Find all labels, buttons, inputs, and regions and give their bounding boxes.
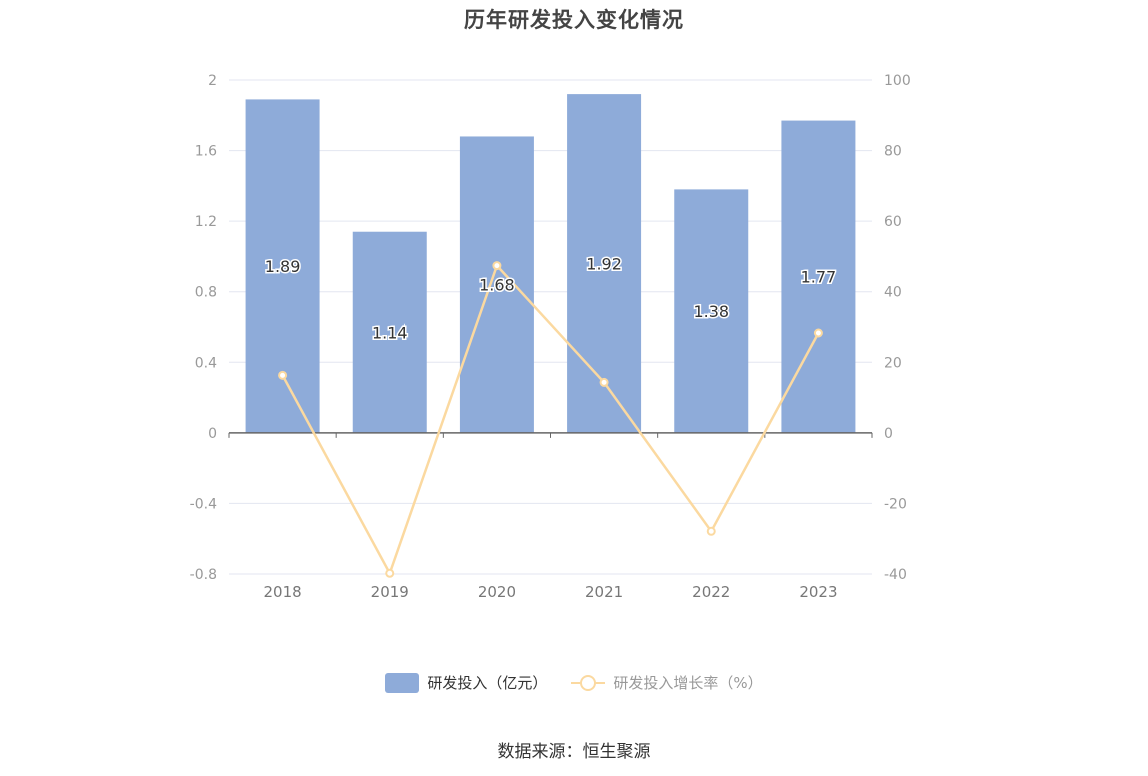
- bar: [352, 231, 427, 433]
- y-left-tick-label: 2: [208, 73, 217, 89]
- bar-data-label: 1.77: [801, 268, 837, 287]
- y-right-tick-label: 40: [884, 285, 902, 301]
- growth-rate-line: [281, 263, 820, 577]
- y-left-tick-label: -0.4: [190, 496, 217, 512]
- legend-label-growth-rate: 研发投入增长率（%）: [613, 674, 763, 692]
- bar-data-label: 1.14: [372, 323, 408, 342]
- x-tick-label: 2019: [371, 583, 409, 601]
- growth-rate-point: [813, 328, 823, 338]
- y-right-tick-label: 20: [884, 355, 902, 371]
- legend-bar-swatch-icon: [385, 672, 420, 693]
- chart-legend: 研发投入（亿元） 研发投入增长率（%）: [0, 672, 1148, 693]
- chart-title: 历年研发投入变化情况: [464, 8, 684, 32]
- growth-rate-point: [706, 526, 716, 536]
- bar: [567, 94, 642, 433]
- y-left-tick-label: 0.8: [195, 285, 217, 301]
- legend-item-rd-investment[interactable]: 研发投入（亿元）: [385, 672, 547, 693]
- y-left-tick-label: 0: [208, 426, 217, 442]
- bar: [674, 189, 749, 433]
- y-right-tick-label: -20: [884, 496, 907, 512]
- bar-data-label: 1.89: [265, 257, 301, 276]
- y-left-tick-label: 1.2: [195, 214, 217, 230]
- x-tick-label: 2023: [799, 583, 837, 601]
- x-tick-label: 2021: [585, 583, 623, 601]
- x-tick-label: 2020: [478, 583, 516, 601]
- y-right-tick-label: 0: [884, 426, 893, 442]
- legend-label-rd-investment: 研发投入（亿元）: [427, 674, 548, 692]
- growth-rate-point: [599, 377, 609, 387]
- growth-rate-point: [278, 370, 288, 380]
- bar-data-label: 1.92: [586, 254, 622, 273]
- legend-item-growth-rate[interactable]: 研发投入增长率（%）: [571, 672, 763, 693]
- bar-data-label: 1.68: [479, 276, 515, 295]
- growth-rate-point: [492, 261, 502, 271]
- x-tick-label: 2018: [263, 583, 301, 601]
- y-left-tick-label: 0.4: [195, 355, 217, 371]
- y-right-tick-label: 60: [884, 214, 902, 230]
- bar-data-label: 1.38: [693, 302, 729, 321]
- bar: [459, 136, 534, 433]
- legend-line-swatch-icon: [571, 673, 606, 693]
- y-right-tick-label: 100: [884, 73, 911, 89]
- y-left-tick-label: 1.6: [195, 144, 217, 160]
- data-source-note: 数据来源：恒生聚源: [497, 742, 651, 762]
- x-tick-label: 2022: [692, 583, 730, 601]
- y-left-tick-label: -0.8: [190, 567, 217, 583]
- y-right-tick-label: -40: [884, 567, 907, 583]
- y-right-tick-label: 80: [884, 144, 902, 160]
- growth-rate-point: [385, 568, 395, 578]
